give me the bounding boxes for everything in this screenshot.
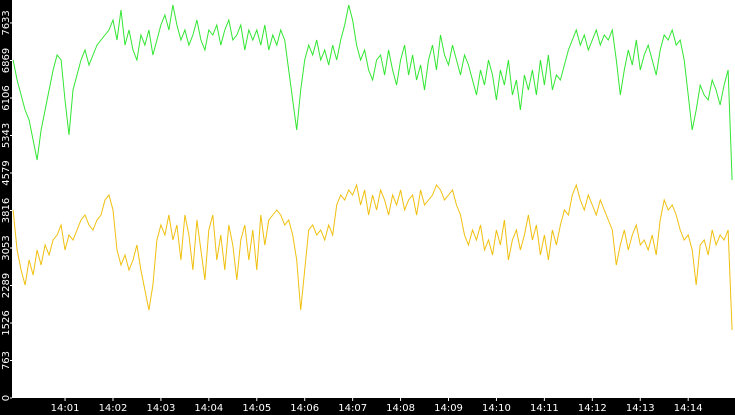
series-line: [12, 183, 733, 331]
x-tick-label: 14:01: [51, 403, 80, 414]
x-tick-label: 14:10: [482, 403, 511, 414]
x-tick-label: 14:11: [530, 403, 559, 414]
y-tick-label: 0: [1, 395, 12, 401]
y-tick-label: 6869: [1, 48, 12, 73]
y-tick-label: 1526: [1, 310, 12, 335]
x-tick-label: 14:06: [290, 403, 319, 414]
y-tick-label: 4579: [1, 160, 12, 185]
y-tick-label: 3816: [1, 198, 12, 223]
y-tick-label: 5343: [1, 123, 12, 148]
x-tick-label: 14:03: [146, 403, 175, 414]
series-line: [12, 4, 733, 181]
x-tick-label: 14:09: [434, 403, 463, 414]
x-tick-label: 14:07: [338, 403, 367, 414]
x-tick-label: 14:14: [674, 403, 703, 414]
x-tick-label: 14:02: [99, 403, 128, 414]
y-tick-label: 763: [1, 351, 12, 370]
x-tick-label: 14:04: [194, 403, 223, 414]
y-tick-label: 6106: [1, 85, 12, 110]
x-tick-label: 14:13: [626, 403, 655, 414]
x-tick-label: 14:05: [242, 403, 271, 414]
x-axis-strip: [0, 398, 735, 415]
y-tick-label: 3053: [1, 235, 12, 260]
x-tick-label: 14:08: [386, 403, 415, 414]
y-axis-strip: [0, 0, 12, 415]
y-tick-label: 7633: [1, 10, 12, 35]
y-tick-label: 2289: [1, 273, 12, 298]
x-tick-label: 14:12: [578, 403, 607, 414]
